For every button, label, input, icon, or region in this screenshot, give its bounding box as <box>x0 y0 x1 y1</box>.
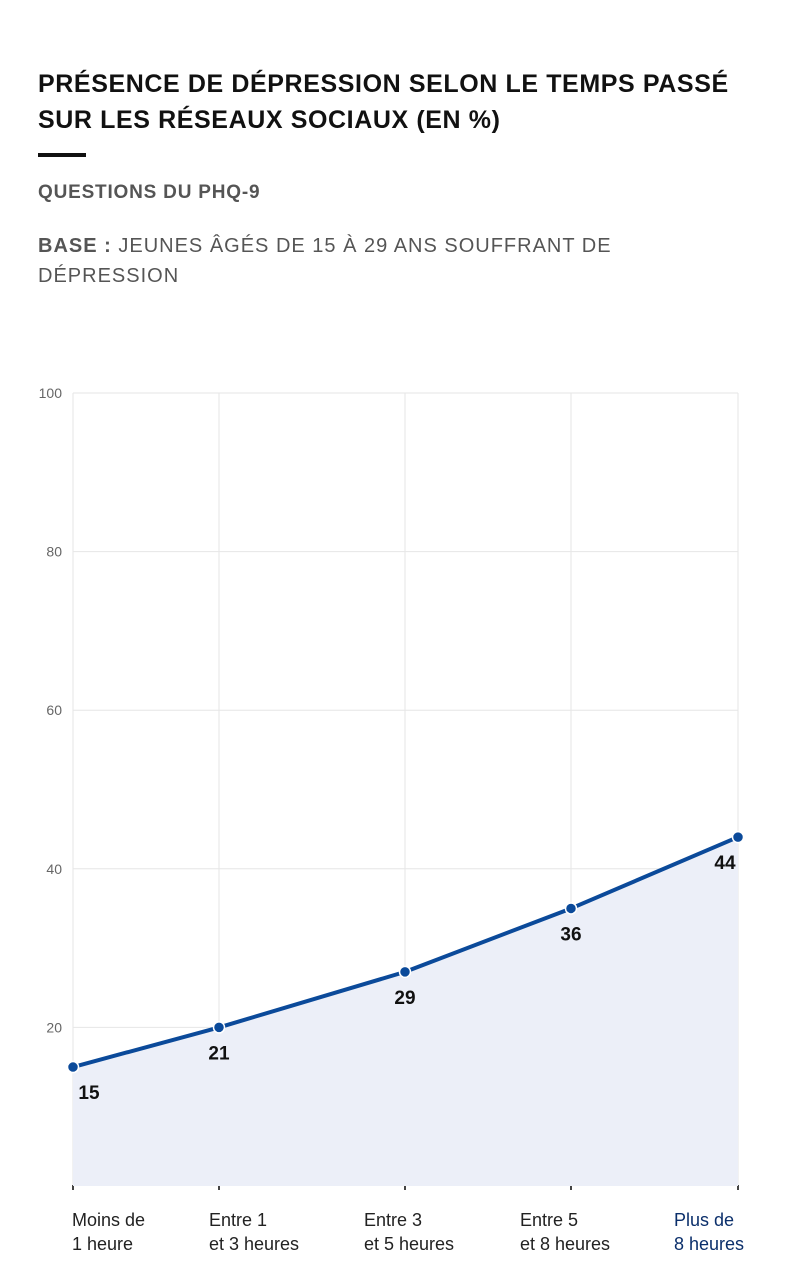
data-point <box>66 1060 80 1074</box>
x-category-line: et 8 heures <box>520 1234 611 1254</box>
x-category-line: Entre 5 <box>520 1210 579 1230</box>
x-category-line: Entre 1 <box>209 1210 268 1230</box>
x-category-label: Entre 1 et 3 heures <box>209 1208 349 1256</box>
x-category-line: et 5 heures <box>364 1234 455 1254</box>
base-label: BASE : <box>38 235 112 257</box>
chart-subtitle: QUESTIONS DU PHQ-9 <box>38 182 261 203</box>
x-category-line: 8 heures <box>674 1234 745 1254</box>
x-category-line: et 3 heures <box>209 1234 300 1254</box>
x-category-label: Entre 5 et 8 heures <box>520 1208 660 1256</box>
chart-title: PRÉSENCE DE DÉPRESSION SELON LE TEMPS PA… <box>38 70 729 134</box>
base-note: BASE : JEUNES ÂGÉS DE 15 À 29 ANS SOUFFR… <box>38 231 738 291</box>
x-category-label: Plus de 8 heures <box>674 1208 796 1256</box>
data-label: 44 <box>714 853 736 874</box>
data-point <box>731 830 745 844</box>
series-area <box>73 837 738 1186</box>
data-point <box>398 965 412 979</box>
x-category-line: Moins de <box>72 1210 146 1230</box>
data-label: 29 <box>394 988 415 1009</box>
title-divider <box>38 153 86 157</box>
data-label: 21 <box>208 1043 230 1064</box>
x-category-label: Entre 3 et 5 heures <box>364 1208 504 1256</box>
y-tick-label: 100 <box>39 385 63 401</box>
data-point <box>212 1021 226 1034</box>
data-label: 36 <box>560 924 581 945</box>
x-category-line: Plus de <box>674 1210 735 1230</box>
y-tick-label: 20 <box>46 1019 62 1035</box>
y-tick-label: 60 <box>46 702 62 718</box>
y-tick-label: 80 <box>46 544 62 560</box>
y-tick-label: 40 <box>46 861 62 877</box>
data-point <box>564 902 578 915</box>
x-category-label: Moins de 1 heure <box>72 1208 212 1256</box>
base-text: JEUNES ÂGÉS DE 15 À 29 ANS SOUFFRANT DE … <box>38 235 612 287</box>
data-label: 15 <box>78 1083 100 1104</box>
x-category-line: 1 heure <box>72 1234 134 1254</box>
x-category-line: Entre 3 <box>364 1210 423 1230</box>
